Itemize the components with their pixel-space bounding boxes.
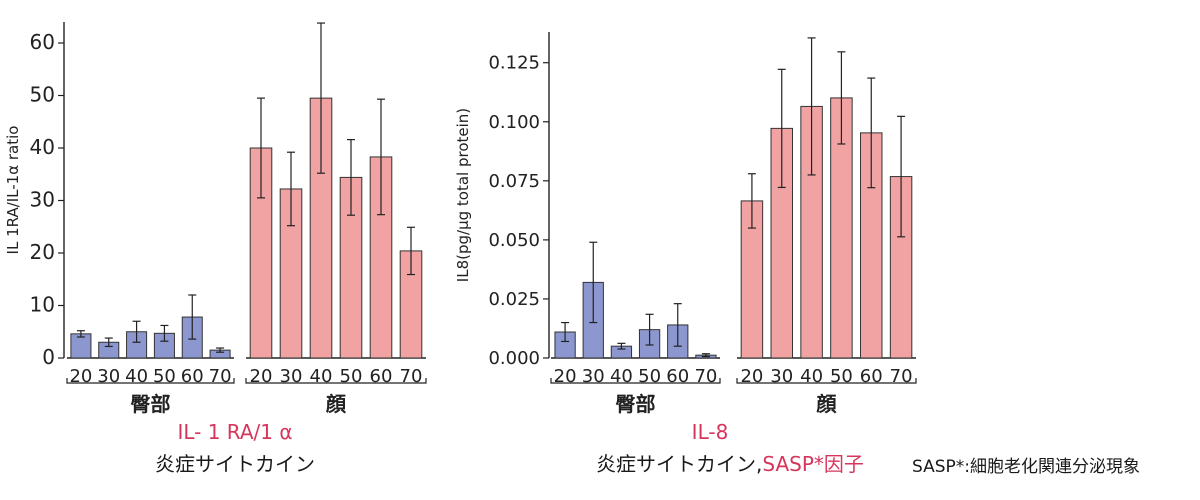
- group-bracket: [550, 378, 721, 384]
- y-tick-label: 0.025: [488, 289, 540, 310]
- y-tick-label: 10: [30, 293, 55, 317]
- x-tick-label: 30: [582, 366, 605, 387]
- x-tick-label: 20: [250, 366, 273, 387]
- x-tick-label: 60: [181, 366, 204, 387]
- x-tick-label: 70: [694, 366, 717, 387]
- x-tick-label: 70: [209, 366, 232, 387]
- x-tick-label: 40: [310, 366, 333, 387]
- chart2-caption: 炎症サイトカイン,SASP*因子: [560, 448, 900, 477]
- x-tick-label: 70: [400, 366, 423, 387]
- x-tick-label: 40: [125, 366, 148, 387]
- x-tick-label: 50: [638, 366, 661, 387]
- chart2-caption-text: 炎症サイトカイン,: [596, 452, 763, 476]
- y-axis-label: IL8(pg/μg total protein): [454, 108, 472, 282]
- x-tick-label: 30: [770, 366, 793, 387]
- group-bracket: [736, 378, 917, 384]
- x-tick-label: 40: [610, 366, 633, 387]
- group-label: 顔: [816, 392, 838, 416]
- group-bracket: [245, 378, 427, 384]
- y-tick-label: 60: [30, 30, 55, 54]
- y-tick-label: 20: [30, 240, 55, 264]
- y-tick-label: 0.075: [488, 171, 540, 192]
- x-tick-label: 60: [666, 366, 689, 387]
- y-tick-label: 0.000: [488, 348, 540, 369]
- y-tick-label: 0.050: [488, 230, 540, 251]
- x-tick-label: 50: [830, 366, 853, 387]
- x-tick-label: 60: [860, 366, 883, 387]
- x-tick-label: 40: [800, 366, 823, 387]
- y-tick-label: 40: [30, 135, 55, 159]
- chart1-caption: 炎症サイトカイン: [155, 452, 315, 476]
- x-tick-label: 50: [340, 366, 363, 387]
- y-tick-label: 50: [30, 83, 55, 107]
- y-tick-label: 30: [30, 188, 55, 212]
- y-tick-label: 0.100: [488, 112, 540, 133]
- x-tick-label: 60: [370, 366, 393, 387]
- y-tick-label: 0: [42, 345, 55, 369]
- x-tick-label: 70: [890, 366, 913, 387]
- group-label: 顔: [325, 392, 347, 416]
- x-tick-label: 30: [97, 366, 120, 387]
- x-tick-label: 20: [554, 366, 577, 387]
- x-tick-label: 20: [69, 366, 92, 387]
- chart1-caption-marker: IL- 1 RA/1 α: [177, 420, 293, 444]
- chart2-caption-marker: IL-8: [691, 420, 729, 444]
- x-tick-label: 50: [153, 366, 176, 387]
- y-axis-label: IL 1RA/IL-1α ratio: [4, 126, 22, 255]
- y-tick-label: 0.125: [488, 53, 540, 74]
- group-label: 臀部: [131, 392, 171, 416]
- chart2-caption-sasp: SASP*因子: [762, 452, 864, 476]
- group-bracket: [66, 378, 235, 384]
- x-tick-label: 20: [740, 366, 763, 387]
- x-tick-label: 30: [280, 366, 303, 387]
- group-label: 臀部: [616, 392, 656, 416]
- footnote: SASP*:細胞老化関連分泌現象: [912, 457, 1141, 477]
